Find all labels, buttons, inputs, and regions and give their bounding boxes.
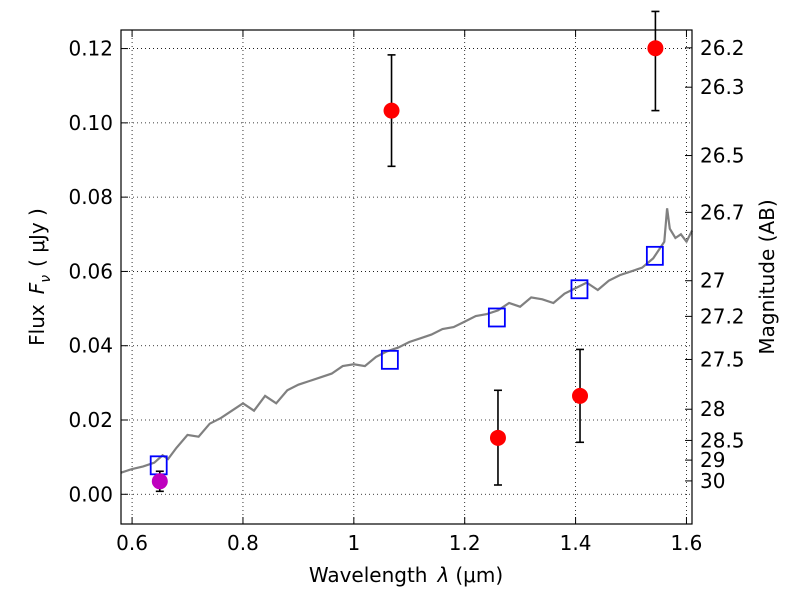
observed-flux-point [572, 387, 589, 404]
x-tick-label: 1 [347, 531, 360, 555]
plot-frame [120, 29, 693, 525]
y-tick-label: 0.12 [68, 37, 113, 61]
y2-tick-label: 29 [700, 448, 725, 472]
axis-ticks: 0.6 0.8 1 1.2 1.4 1.6 0.00 0.02 0.04 0.06 0.08 0.10… [68, 30, 745, 555]
y2-tick-label: 26.2 [700, 36, 745, 60]
x-tick-label: 1.6 [671, 531, 703, 555]
observed-flux-point [151, 473, 168, 490]
observed-flux-point [647, 40, 664, 57]
y-axis-label: FluxFν( μJy ) [25, 208, 54, 346]
y-tick-label: 0.10 [68, 111, 113, 135]
spectrum-line [120, 208, 693, 474]
y2-tick-label: 26.3 [700, 75, 745, 99]
model-square-point [380, 349, 399, 370]
y2-tick-label: 28.5 [700, 428, 745, 452]
x-tick-label: 1.4 [560, 531, 592, 555]
y2-tick-label: 26.5 [700, 144, 745, 168]
y-tick-label: 0.02 [68, 408, 113, 432]
y2-tick-label: 30 [700, 469, 725, 493]
x-axis-label: Wavelength λ (μm) [309, 563, 503, 587]
x-tick-label: 0.6 [116, 531, 148, 555]
y2-axis-label: Magnitude (AB) [755, 199, 779, 354]
y2-tick-label: 27 [700, 269, 725, 293]
model-square-point [570, 279, 589, 300]
x-tick-label: 1.2 [449, 531, 481, 555]
y-tick-label: 0.08 [68, 185, 113, 209]
y-tick-label: 0.04 [68, 334, 113, 358]
y2-tick-label: 27.5 [700, 347, 745, 371]
observed-flux-point [383, 102, 400, 119]
y2-tick-label: 27.2 [700, 304, 745, 328]
y-tick-label: 0.06 [68, 259, 113, 283]
y2-tick-label: 28 [700, 397, 725, 421]
observed-flux-point [489, 429, 506, 446]
grid-lines [121, 30, 692, 524]
x-tick-label: 0.8 [227, 531, 259, 555]
model-square-point [645, 245, 664, 266]
model-square-point [487, 307, 506, 328]
data-marks [120, 10, 693, 493]
y-tick-label: 0.00 [68, 482, 113, 506]
y2-tick-label: 26.7 [700, 200, 745, 224]
